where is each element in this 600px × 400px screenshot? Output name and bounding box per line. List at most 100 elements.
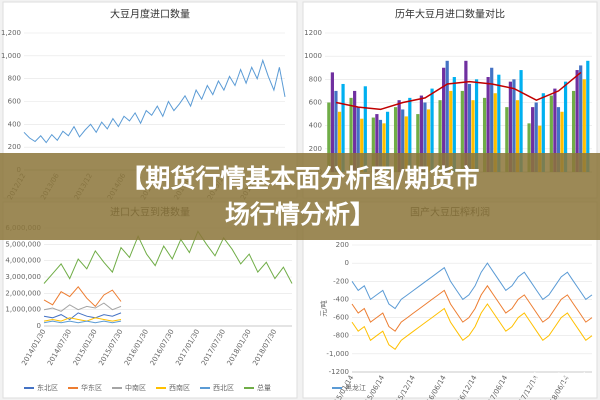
y-tick-label: 5,000,000 [5, 240, 41, 248]
bar [571, 90, 576, 172]
bar [404, 116, 408, 172]
bar [349, 97, 353, 172]
bar [563, 81, 568, 172]
data-line [351, 284, 593, 332]
y-tick-label: 600 [309, 99, 322, 107]
y-tick-label: 1000 [304, 52, 322, 60]
legend-label: 华东区 [81, 383, 102, 392]
bar [327, 102, 331, 172]
legend-label: 中南区 [125, 383, 146, 392]
bar [575, 70, 579, 172]
bar [515, 100, 520, 172]
chart-title: 历年大豆月进口数量对比 [395, 8, 505, 21]
bar [378, 119, 383, 172]
bar [467, 83, 472, 172]
y-tick-label: 4,000,000 [5, 257, 41, 265]
bar [490, 67, 494, 172]
banner-title: 场行情分析】 [225, 200, 375, 229]
bar [527, 123, 531, 172]
watermark: 知乎用户 [532, 371, 592, 389]
bar [534, 102, 538, 172]
y-tick-label: 1,000 [1, 52, 21, 60]
bar [464, 60, 468, 172]
y-tick-label: 600 [8, 98, 21, 106]
data-line [43, 302, 122, 312]
y-tick-label: -200 [333, 277, 349, 285]
bar [549, 95, 553, 172]
y-tick-label: 400 [309, 122, 322, 130]
bar [556, 107, 561, 172]
bar [541, 93, 545, 172]
data-line [351, 303, 593, 351]
bar [423, 102, 427, 172]
data-line [43, 230, 293, 284]
y-tick-label: -1,000 [326, 350, 349, 358]
bar [553, 88, 557, 172]
bar [375, 114, 379, 172]
bar [508, 81, 512, 172]
bar [385, 111, 390, 172]
y-tick-label: 200 [8, 143, 21, 151]
y-tick-label: 0 [37, 322, 41, 330]
y-tick-label: -1200 [329, 368, 349, 376]
y-tick-label: 0 [345, 259, 349, 267]
y-tick-label: -800 [333, 332, 349, 340]
bar [505, 107, 509, 172]
bar [360, 118, 364, 172]
bar [426, 109, 431, 172]
bar [474, 79, 479, 172]
bar [460, 90, 464, 172]
bar [531, 107, 535, 172]
y-tick-label: 1,000,000 [5, 306, 41, 314]
bar [334, 90, 338, 172]
legend-label: 东北区 [37, 383, 58, 392]
y-tick-label: -600 [333, 314, 349, 322]
bar [363, 86, 367, 172]
legend-label: 西北区 [213, 384, 234, 392]
y-tick-label: -400 [333, 295, 349, 303]
y-tick-label: 400 [8, 120, 21, 128]
data-line [351, 262, 593, 310]
bar [512, 79, 516, 172]
bar [579, 65, 583, 172]
y-tick-label: 2,000,000 [5, 289, 41, 297]
bar [419, 95, 423, 172]
bar [371, 117, 375, 172]
bar [493, 93, 497, 172]
bar [356, 107, 360, 172]
y-tick-label: 3,000,000 [5, 273, 41, 281]
y-tick-label: 1,200 [1, 29, 21, 37]
bar [586, 60, 590, 172]
y-tick-label: 200 [336, 241, 349, 249]
data-line [43, 320, 122, 324]
data-line [43, 286, 122, 308]
bar [538, 125, 542, 172]
data-line [23, 58, 286, 144]
bar [486, 77, 490, 172]
bar [401, 109, 405, 172]
data-line [43, 317, 122, 322]
bar [582, 79, 586, 172]
bar [560, 111, 564, 172]
bar [497, 74, 501, 172]
legend-label: 总量 [257, 383, 271, 392]
bar [430, 88, 434, 172]
banner-band [0, 153, 600, 240]
legend-label: 黑龙江 [345, 383, 366, 392]
bar [393, 107, 398, 172]
bar [445, 60, 449, 172]
bar [416, 114, 420, 172]
data-line [335, 71, 582, 111]
bar [330, 72, 334, 172]
bar [397, 100, 401, 172]
banner-title: 【期货行情基本面分析图/期货市 [120, 164, 479, 193]
y-tick-label: 800 [8, 75, 21, 83]
bar [438, 100, 442, 172]
bar [471, 100, 475, 172]
data-line [43, 312, 122, 321]
bar [519, 70, 523, 172]
bar [341, 83, 345, 172]
bar [442, 67, 446, 172]
bar [452, 77, 456, 172]
